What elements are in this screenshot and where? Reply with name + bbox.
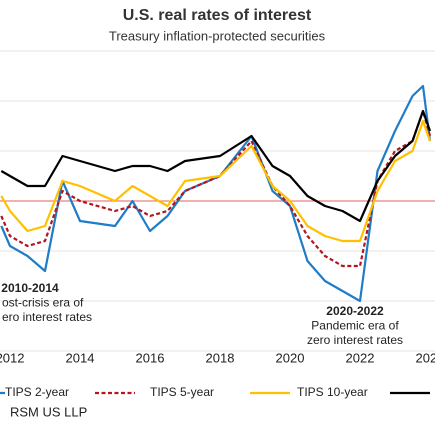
chart-title: U.S. real rates of interest bbox=[123, 7, 312, 24]
annotation: ero interest rates bbox=[2, 310, 92, 324]
legend-label: TIPS 10-year bbox=[297, 385, 368, 399]
x-tick-label: 2022 bbox=[346, 350, 375, 365]
annotation: ost-crisis era of bbox=[2, 296, 84, 310]
legend-label: TIPS 5-year bbox=[150, 385, 214, 399]
x-tick-label: 2016 bbox=[136, 350, 165, 365]
x-tick-label: 2024 bbox=[416, 350, 435, 365]
annotation: Pandemic era of bbox=[311, 319, 399, 333]
series-line bbox=[0, 84, 432, 303]
legend-label: TIPS 2-year bbox=[5, 385, 69, 399]
series-line bbox=[0, 119, 432, 243]
chart-subtitle: Treasury inflation-protected securities bbox=[109, 28, 326, 43]
annotation: 2020-2022 bbox=[326, 304, 384, 318]
annotation: 2010-2014 bbox=[1, 281, 59, 295]
annotation: zero interest rates bbox=[307, 333, 403, 347]
x-tick-label: 2014 bbox=[66, 350, 95, 365]
source: RSM US LLP bbox=[10, 404, 87, 419]
series-line bbox=[0, 109, 432, 223]
x-tick-label: 2012 bbox=[0, 350, 24, 365]
x-tick-label: 2020 bbox=[276, 350, 305, 365]
x-tick-label: 2018 bbox=[206, 350, 235, 365]
